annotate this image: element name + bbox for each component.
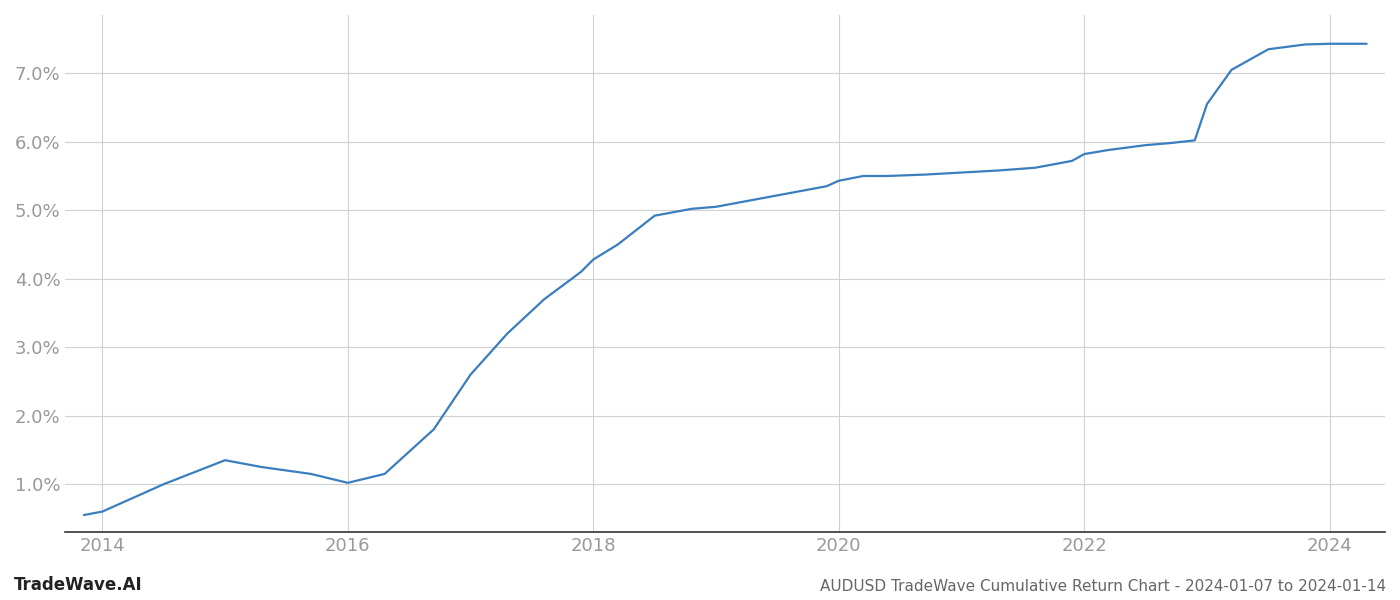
Text: TradeWave.AI: TradeWave.AI [14,576,143,594]
Text: AUDUSD TradeWave Cumulative Return Chart - 2024-01-07 to 2024-01-14: AUDUSD TradeWave Cumulative Return Chart… [820,579,1386,594]
